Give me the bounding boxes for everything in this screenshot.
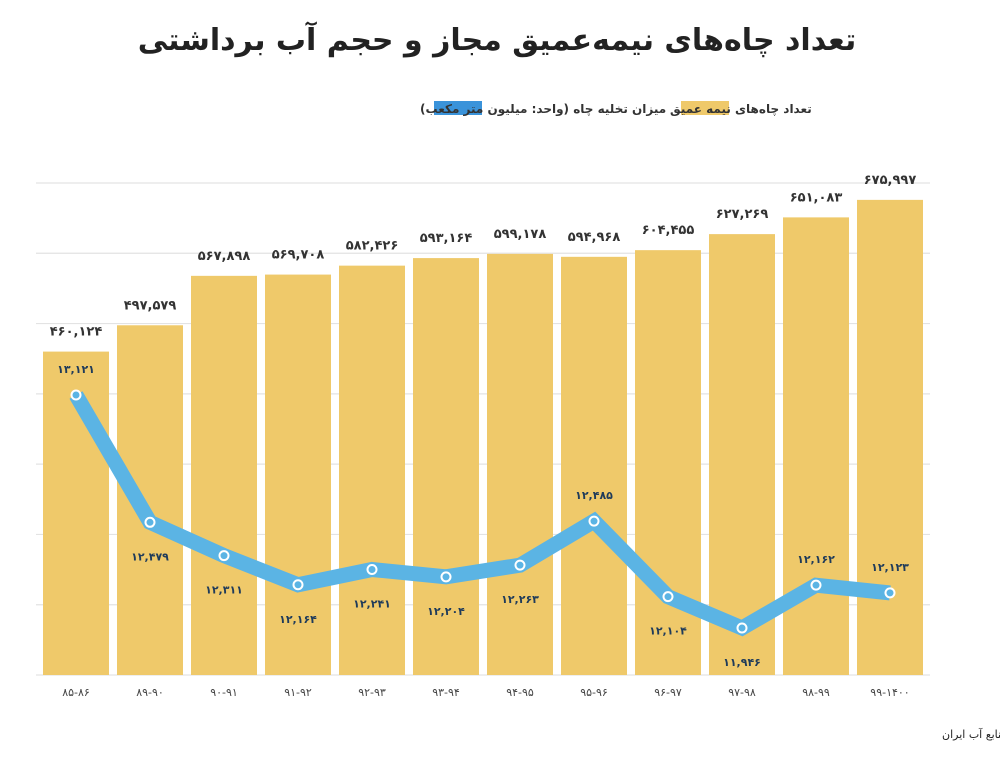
line-point xyxy=(884,587,896,599)
line-point xyxy=(292,579,304,591)
chart-title: تعداد چاه‌های نیمه‌عمیق مجاز و حجم آب بر… xyxy=(138,21,856,58)
line-point xyxy=(70,389,82,401)
bar-data-label: ۴۹۷,۵۷۹ xyxy=(124,298,177,313)
bar xyxy=(709,234,775,675)
x-tick-label: ۹۳-۹۴ xyxy=(432,686,460,699)
legend-swatch-bars xyxy=(681,101,729,115)
line-point xyxy=(440,571,452,583)
bar xyxy=(857,199,923,676)
bar-data-label: ۵۹۴,۹۶۸ xyxy=(568,230,621,245)
line-labels: ۱۳,۱۲۱ ۱۲,۴۷۹ ۱۲,۳۱۱ ۱۲,۱۶۴ ۱۲,۲۴۱ ۱۲,۲۰۴ ۱۲,۲… xyxy=(57,363,909,669)
x-tick-label: ۹۶-۹۷ xyxy=(654,686,682,699)
bar-data-label: ۴۶۰,۱۲۴ xyxy=(50,325,103,340)
bar-labels: ۴۶۰,۱۲۴ ۴۹۷,۵۷۹ ۵۶۷,۸۹۸ ۵۶۹,۷۰۸ ۵۸۲,۴۲۶ ۵۹۳,۱… xyxy=(50,173,917,340)
bar-data-label: ۶۰۴,۴۵۵ xyxy=(642,223,695,238)
line-point xyxy=(588,515,600,527)
x-tick-label: ۹۱-۹۲ xyxy=(284,686,312,699)
bar-data-label: ۶۷۵,۹۹۷ xyxy=(864,173,917,188)
line-data-label: ۱۲,۱۲۳ xyxy=(871,561,909,574)
bar-data-label: ۵۹۹,۱۷۸ xyxy=(494,227,547,242)
x-tick-label: ۹۷-۹۸ xyxy=(728,686,756,699)
bar-data-label: ۵۶۹,۷۰۸ xyxy=(272,248,325,263)
legend-swatch-line xyxy=(434,101,482,115)
bar-data-label: ۶۲۷,۲۶۹ xyxy=(716,207,769,222)
bar-data-label: ۵۹۳,۱۶۴ xyxy=(420,231,473,246)
line-data-label: ۱۳,۱۲۱ xyxy=(57,363,95,376)
line-series xyxy=(69,389,896,637)
x-tick-label: ۹۹-۱۴۰۰ xyxy=(870,686,909,699)
x-tick-label: ۸۵-۸۶ xyxy=(62,686,90,699)
line-point xyxy=(514,559,526,571)
bar-data-label: ۶۵۱,۰۸۳ xyxy=(790,190,843,205)
bar xyxy=(561,256,627,675)
line-point xyxy=(662,591,674,603)
line-data-label: ۱۲,۱۶۲ xyxy=(797,553,835,566)
line-point xyxy=(736,622,748,634)
line-data-label: ۱۲,۴۷۹ xyxy=(131,550,169,563)
bar xyxy=(413,258,479,675)
bar xyxy=(117,325,183,675)
line-data-label: ۱۱,۹۴۶ xyxy=(723,656,761,669)
legend: تعداد چاه‌های نیمه عمیق میزان تخلیه چاه … xyxy=(420,101,812,117)
legend-label-bars: تعداد چاه‌های نیمه عمیق xyxy=(670,102,812,116)
x-tick-label: ۹۴-۹۵ xyxy=(506,686,534,699)
line-data-label: ۱۲,۴۸۵ xyxy=(575,489,613,502)
bar xyxy=(265,274,331,675)
line-point xyxy=(366,564,378,576)
line-data-label: ۱۲,۱۰۴ xyxy=(649,625,687,638)
line-data-label: ۱۲,۲۰۴ xyxy=(427,605,465,618)
x-axis-ticks: ۸۵-۸۶ ۸۹-۹۰ ۹۰-۹۱ ۹۱-۹۲ ۹۲-۹۳ ۹۳-۹۴ ۹۴-۹۵ ۹۵-۹۶… xyxy=(62,686,910,699)
x-tick-label: ۹۲-۹۳ xyxy=(358,686,386,699)
x-tick-label: ۹۵-۹۶ xyxy=(580,686,608,699)
line-data-label: ۱۲,۳۱۱ xyxy=(205,584,243,597)
bar-data-label: ۵۸۲,۴۲۶ xyxy=(346,239,399,254)
bar xyxy=(339,265,405,675)
line-point xyxy=(144,516,156,528)
source-note: منبع: سالنامه‌های آماری مرکز آمار ایران … xyxy=(942,727,1000,741)
line-data-label: ۱۲,۲۴۱ xyxy=(353,598,391,611)
bar xyxy=(487,253,553,675)
x-tick-label: ۹۸-۹۹ xyxy=(802,686,830,699)
line-data-label: ۱۲,۱۶۴ xyxy=(279,613,317,626)
bar-data-label: ۵۶۷,۸۹۸ xyxy=(198,249,251,264)
line-point xyxy=(218,550,230,562)
line-data-label: ۱۲,۲۶۳ xyxy=(501,593,539,606)
x-tick-label: ۸۹-۹۰ xyxy=(136,686,164,699)
x-tick-label: ۹۰-۹۱ xyxy=(210,686,238,699)
line-point xyxy=(810,579,822,591)
line-path xyxy=(69,391,891,637)
legend-label-line: میزان تخلیه چاه (واحد: میلیون متر مکعب) xyxy=(420,102,666,117)
bar xyxy=(191,275,257,675)
